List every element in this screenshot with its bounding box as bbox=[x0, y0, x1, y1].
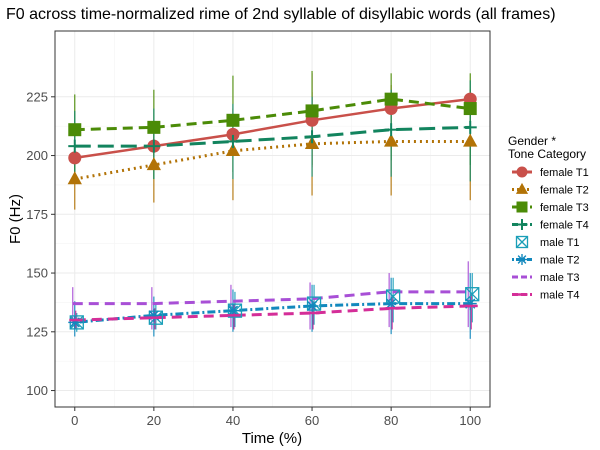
data-point bbox=[383, 133, 399, 147]
legend-label: male T1 bbox=[540, 237, 580, 249]
series-line bbox=[74, 139, 471, 181]
legend-label: male T3 bbox=[540, 272, 580, 284]
legend-label: female T1 bbox=[540, 167, 589, 179]
y-tick-label: 125 bbox=[26, 324, 48, 339]
data-point bbox=[305, 104, 319, 118]
data-point bbox=[68, 315, 82, 329]
x-tick-label: 60 bbox=[305, 413, 319, 428]
data-point bbox=[384, 92, 398, 106]
y-axis-ticks: 100 125 150 175 200 225 bbox=[26, 89, 55, 398]
legend-item: male T3 bbox=[512, 272, 580, 284]
legend-label: female T2 bbox=[540, 185, 589, 197]
data-point bbox=[226, 127, 240, 141]
y-tick-label: 175 bbox=[26, 207, 48, 222]
x-axis-title: Time (%) bbox=[242, 430, 302, 447]
legend-item: male T1 bbox=[515, 235, 580, 249]
data-point bbox=[147, 120, 161, 134]
series-line bbox=[74, 97, 471, 160]
legend-label: male T4 bbox=[540, 290, 580, 302]
legend-label: male T2 bbox=[540, 255, 580, 267]
data-point bbox=[463, 133, 478, 147]
x-axis-ticks: 0 20 40 60 80 100 bbox=[71, 407, 481, 428]
legend-item: female T1 bbox=[512, 166, 589, 179]
series-line bbox=[72, 290, 469, 306]
legend-item: female T2 bbox=[512, 182, 589, 197]
plot-panel-border bbox=[54, 30, 491, 408]
y-axis-title: F0 (Hz) bbox=[7, 194, 24, 244]
legend: Gender * Tone Category female T1 female T… bbox=[508, 134, 589, 302]
y-tick-label: 200 bbox=[26, 148, 48, 163]
data-point bbox=[225, 143, 241, 157]
data-point bbox=[146, 157, 162, 171]
legend-title-line2: Tone Category bbox=[508, 147, 586, 161]
data-point bbox=[516, 201, 528, 213]
x-tick-label: 40 bbox=[226, 413, 240, 428]
x-tick-label: 20 bbox=[147, 413, 161, 428]
legend-item: female T3 bbox=[512, 201, 589, 214]
legend-label: female T4 bbox=[540, 220, 589, 232]
data-point bbox=[147, 139, 161, 153]
data-point bbox=[305, 130, 319, 144]
data-point bbox=[384, 123, 398, 137]
y-tick-label: 100 bbox=[26, 383, 48, 398]
data-point bbox=[516, 254, 528, 265]
legend-item: male T4 bbox=[512, 290, 580, 302]
plot-grid bbox=[55, 31, 490, 407]
data-point bbox=[226, 113, 240, 127]
data-point bbox=[226, 304, 240, 318]
y-tick-label: 150 bbox=[26, 266, 48, 281]
series-lines bbox=[72, 97, 472, 324]
data-point bbox=[305, 299, 319, 313]
x-tick-label: 80 bbox=[384, 413, 398, 428]
series-line bbox=[74, 97, 471, 132]
data-point bbox=[147, 308, 161, 322]
series-line bbox=[75, 304, 472, 322]
data-point bbox=[68, 139, 82, 153]
data-point bbox=[226, 134, 240, 148]
data-point bbox=[463, 120, 477, 134]
x-tick-label: 0 bbox=[71, 413, 78, 428]
legend-item: female T4 bbox=[512, 219, 589, 232]
series-line bbox=[74, 302, 471, 324]
series-line bbox=[74, 125, 471, 148]
data-point bbox=[68, 123, 82, 137]
data-point bbox=[67, 171, 82, 185]
y-tick-label: 225 bbox=[26, 89, 48, 104]
data-point bbox=[516, 219, 528, 230]
data-point bbox=[463, 297, 477, 311]
data-point bbox=[463, 102, 477, 116]
data-point bbox=[515, 182, 529, 194]
legend-label: female T3 bbox=[540, 202, 589, 214]
legend-title-line1: Gender * bbox=[508, 134, 556, 148]
chart-title: F0 across time-normalized rime of 2nd sy… bbox=[6, 6, 556, 23]
legend-item: male T2 bbox=[512, 254, 580, 267]
data-point bbox=[516, 166, 528, 178]
series-markers bbox=[67, 92, 480, 330]
data-point bbox=[515, 235, 529, 249]
data-point bbox=[68, 151, 82, 165]
x-tick-label: 100 bbox=[459, 413, 481, 428]
